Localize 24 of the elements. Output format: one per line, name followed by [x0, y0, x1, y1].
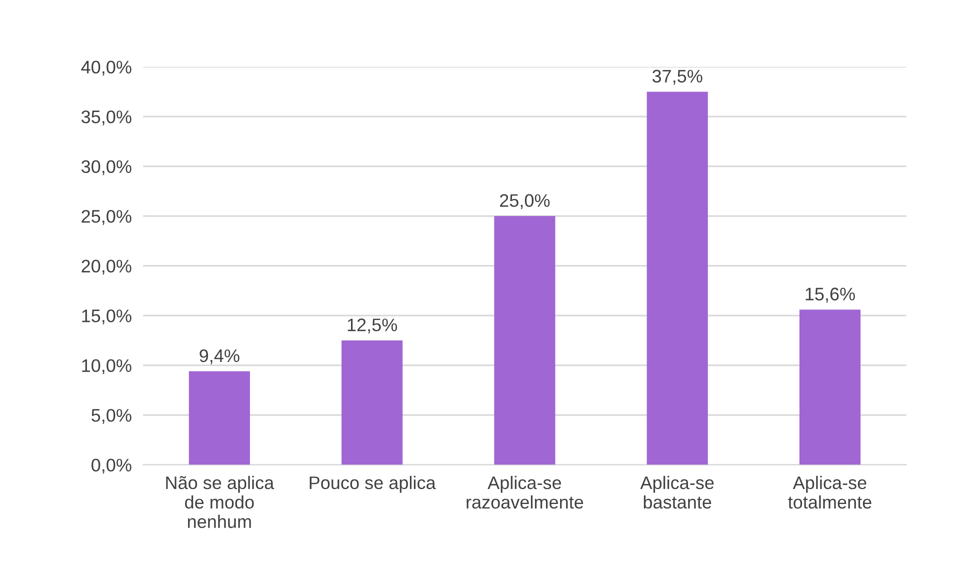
bar	[646, 92, 708, 465]
bar	[342, 340, 403, 465]
y-tick-label: 15,0%	[82, 309, 132, 324]
y-tick-label: 25,0%	[82, 210, 132, 225]
y-tick-label: 30,0%	[81, 160, 132, 176]
data-label: 37,5%	[652, 70, 702, 85]
data-label: 15,6%	[806, 288, 855, 303]
bar	[188, 371, 250, 465]
data-label: 12,5%	[348, 318, 398, 334]
x-tick-label: Não se aplica de modo nenhum	[166, 476, 274, 528]
y-tick-label: 10,0%	[82, 359, 132, 374]
bar	[799, 310, 861, 465]
x-tick-label: Aplica-se totalmente	[788, 476, 872, 509]
data-label: 9,4%	[200, 349, 240, 364]
y-tick-label: 0,0%	[92, 458, 132, 474]
y-tick-label: 20,0%	[82, 260, 132, 275]
x-tick-label: Aplica-se bastante	[640, 476, 714, 509]
y-tick-label: 40,0%	[81, 60, 132, 76]
y-tick-label: 35,0%	[81, 110, 132, 126]
y-tick-label: 5,0%	[92, 408, 132, 424]
x-tick-label: Aplica-se razoavelmente	[466, 476, 584, 509]
bar	[494, 216, 556, 465]
x-tick-label: Pouco se aplica	[310, 476, 436, 493]
data-label: 25,0%	[500, 194, 550, 210]
